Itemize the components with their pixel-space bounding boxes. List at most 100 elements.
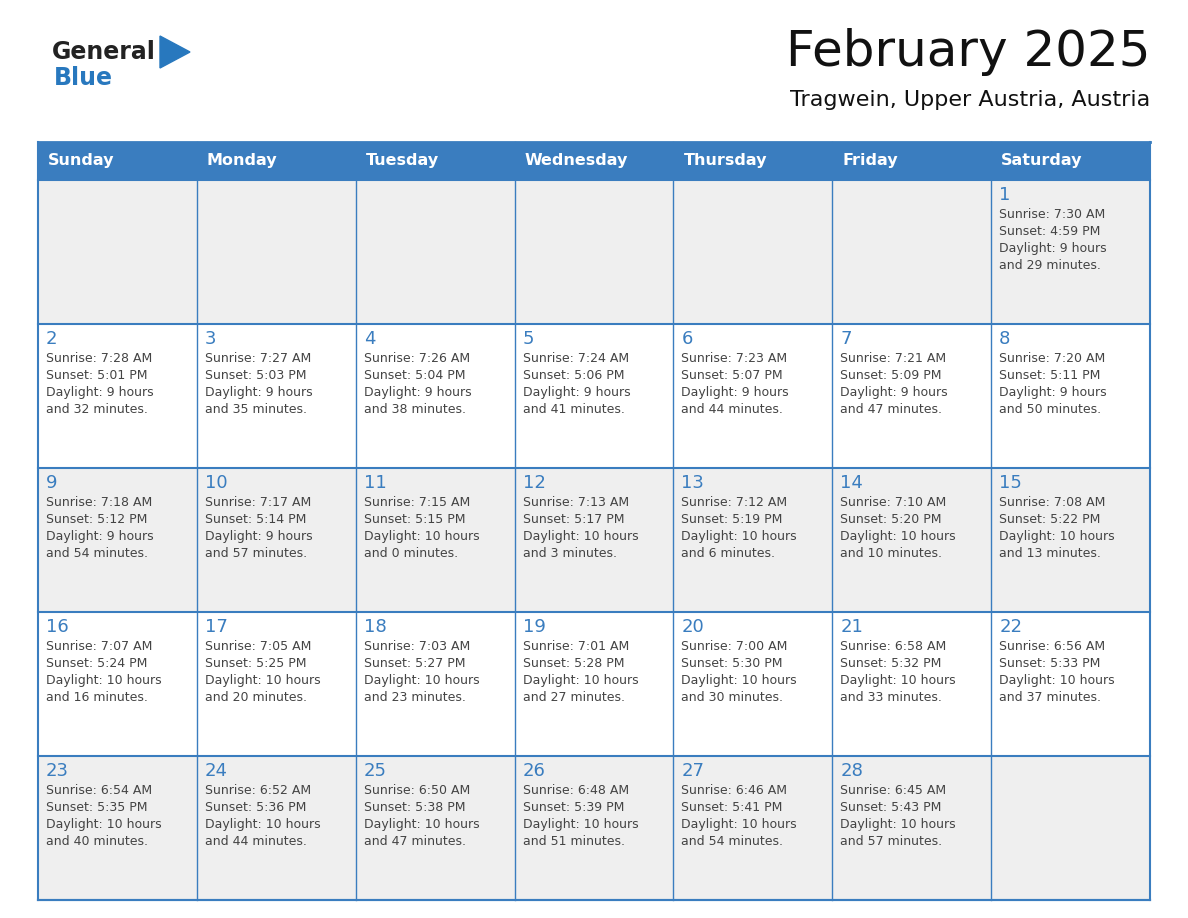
Text: Sunrise: 7:13 AM: Sunrise: 7:13 AM <box>523 496 628 509</box>
Text: Daylight: 9 hours: Daylight: 9 hours <box>682 386 789 399</box>
Text: and 41 minutes.: and 41 minutes. <box>523 403 625 416</box>
Bar <box>674 612 833 756</box>
Text: Daylight: 10 hours: Daylight: 10 hours <box>523 818 638 831</box>
Bar <box>38 180 197 324</box>
Text: 12: 12 <box>523 474 545 492</box>
Text: and 47 minutes.: and 47 minutes. <box>364 835 466 848</box>
Text: Sunset: 5:24 PM: Sunset: 5:24 PM <box>46 657 147 670</box>
Text: Sunrise: 7:07 AM: Sunrise: 7:07 AM <box>46 640 152 653</box>
Bar <box>991 612 1150 756</box>
Text: 7: 7 <box>840 330 852 348</box>
Text: Daylight: 10 hours: Daylight: 10 hours <box>204 674 321 687</box>
Text: 15: 15 <box>999 474 1022 492</box>
Bar <box>833 142 991 180</box>
Text: Sunset: 5:15 PM: Sunset: 5:15 PM <box>364 513 466 526</box>
Text: Daylight: 10 hours: Daylight: 10 hours <box>46 674 162 687</box>
Bar <box>38 142 197 180</box>
Text: and 50 minutes.: and 50 minutes. <box>999 403 1101 416</box>
Text: 28: 28 <box>840 762 864 780</box>
Text: 5: 5 <box>523 330 535 348</box>
Text: and 44 minutes.: and 44 minutes. <box>204 835 307 848</box>
Bar <box>355 756 514 900</box>
Text: 26: 26 <box>523 762 545 780</box>
Text: Sunset: 5:04 PM: Sunset: 5:04 PM <box>364 369 466 382</box>
Text: and 6 minutes.: and 6 minutes. <box>682 547 776 560</box>
Text: Sunset: 5:03 PM: Sunset: 5:03 PM <box>204 369 307 382</box>
Text: Sunrise: 7:24 AM: Sunrise: 7:24 AM <box>523 352 628 365</box>
Text: and 20 minutes.: and 20 minutes. <box>204 691 307 704</box>
Text: Daylight: 10 hours: Daylight: 10 hours <box>682 674 797 687</box>
Text: 27: 27 <box>682 762 704 780</box>
Text: and 10 minutes.: and 10 minutes. <box>840 547 942 560</box>
Text: Daylight: 9 hours: Daylight: 9 hours <box>204 386 312 399</box>
Text: Sunrise: 6:52 AM: Sunrise: 6:52 AM <box>204 784 311 797</box>
Text: 17: 17 <box>204 618 228 636</box>
Text: 25: 25 <box>364 762 387 780</box>
Bar <box>833 612 991 756</box>
Bar <box>833 180 991 324</box>
Text: Saturday: Saturday <box>1001 153 1082 169</box>
Bar <box>514 756 674 900</box>
Text: Daylight: 10 hours: Daylight: 10 hours <box>840 818 956 831</box>
Text: Sunrise: 7:27 AM: Sunrise: 7:27 AM <box>204 352 311 365</box>
Text: 10: 10 <box>204 474 227 492</box>
Text: Daylight: 10 hours: Daylight: 10 hours <box>364 674 479 687</box>
Bar <box>674 180 833 324</box>
Bar <box>355 468 514 612</box>
Bar <box>514 142 674 180</box>
Bar <box>514 180 674 324</box>
Text: and 27 minutes.: and 27 minutes. <box>523 691 625 704</box>
Text: General: General <box>52 40 156 64</box>
Text: Daylight: 10 hours: Daylight: 10 hours <box>999 530 1114 543</box>
Text: Tuesday: Tuesday <box>366 153 438 169</box>
Text: 18: 18 <box>364 618 386 636</box>
Text: 4: 4 <box>364 330 375 348</box>
Text: Sunset: 4:59 PM: Sunset: 4:59 PM <box>999 225 1100 238</box>
Text: Sunset: 5:27 PM: Sunset: 5:27 PM <box>364 657 466 670</box>
Text: Daylight: 9 hours: Daylight: 9 hours <box>999 386 1107 399</box>
Text: Daylight: 10 hours: Daylight: 10 hours <box>364 530 479 543</box>
Text: and 54 minutes.: and 54 minutes. <box>46 547 148 560</box>
Text: 2: 2 <box>46 330 57 348</box>
Text: and 38 minutes.: and 38 minutes. <box>364 403 466 416</box>
Text: Sunset: 5:33 PM: Sunset: 5:33 PM <box>999 657 1100 670</box>
Text: Sunday: Sunday <box>48 153 114 169</box>
Text: and 47 minutes.: and 47 minutes. <box>840 403 942 416</box>
Bar <box>197 756 355 900</box>
Text: 1: 1 <box>999 186 1011 204</box>
Text: Daylight: 9 hours: Daylight: 9 hours <box>999 242 1107 255</box>
Text: Daylight: 10 hours: Daylight: 10 hours <box>523 530 638 543</box>
Bar <box>38 324 197 468</box>
Text: Sunrise: 7:30 AM: Sunrise: 7:30 AM <box>999 208 1105 221</box>
Bar <box>197 468 355 612</box>
Bar <box>991 180 1150 324</box>
Bar <box>355 612 514 756</box>
Text: February 2025: February 2025 <box>785 28 1150 76</box>
Text: and 44 minutes.: and 44 minutes. <box>682 403 783 416</box>
Bar <box>197 142 355 180</box>
Text: 16: 16 <box>46 618 69 636</box>
Text: and 54 minutes.: and 54 minutes. <box>682 835 783 848</box>
Text: Blue: Blue <box>53 66 113 90</box>
Text: Thursday: Thursday <box>683 153 767 169</box>
Bar <box>833 324 991 468</box>
Bar <box>674 756 833 900</box>
Text: and 23 minutes.: and 23 minutes. <box>364 691 466 704</box>
Text: Sunrise: 6:58 AM: Sunrise: 6:58 AM <box>840 640 947 653</box>
Text: Daylight: 9 hours: Daylight: 9 hours <box>523 386 630 399</box>
Text: Daylight: 10 hours: Daylight: 10 hours <box>682 530 797 543</box>
Text: Sunset: 5:17 PM: Sunset: 5:17 PM <box>523 513 624 526</box>
Bar <box>355 180 514 324</box>
Text: Sunrise: 7:10 AM: Sunrise: 7:10 AM <box>840 496 947 509</box>
Text: Sunrise: 6:50 AM: Sunrise: 6:50 AM <box>364 784 470 797</box>
Bar <box>991 756 1150 900</box>
Text: Sunset: 5:43 PM: Sunset: 5:43 PM <box>840 801 942 814</box>
Text: Monday: Monday <box>207 153 278 169</box>
Text: Sunrise: 7:05 AM: Sunrise: 7:05 AM <box>204 640 311 653</box>
Text: Daylight: 9 hours: Daylight: 9 hours <box>204 530 312 543</box>
Text: Sunrise: 7:01 AM: Sunrise: 7:01 AM <box>523 640 628 653</box>
Text: Sunset: 5:39 PM: Sunset: 5:39 PM <box>523 801 624 814</box>
Text: Sunrise: 7:03 AM: Sunrise: 7:03 AM <box>364 640 470 653</box>
Bar <box>38 756 197 900</box>
Text: 14: 14 <box>840 474 864 492</box>
